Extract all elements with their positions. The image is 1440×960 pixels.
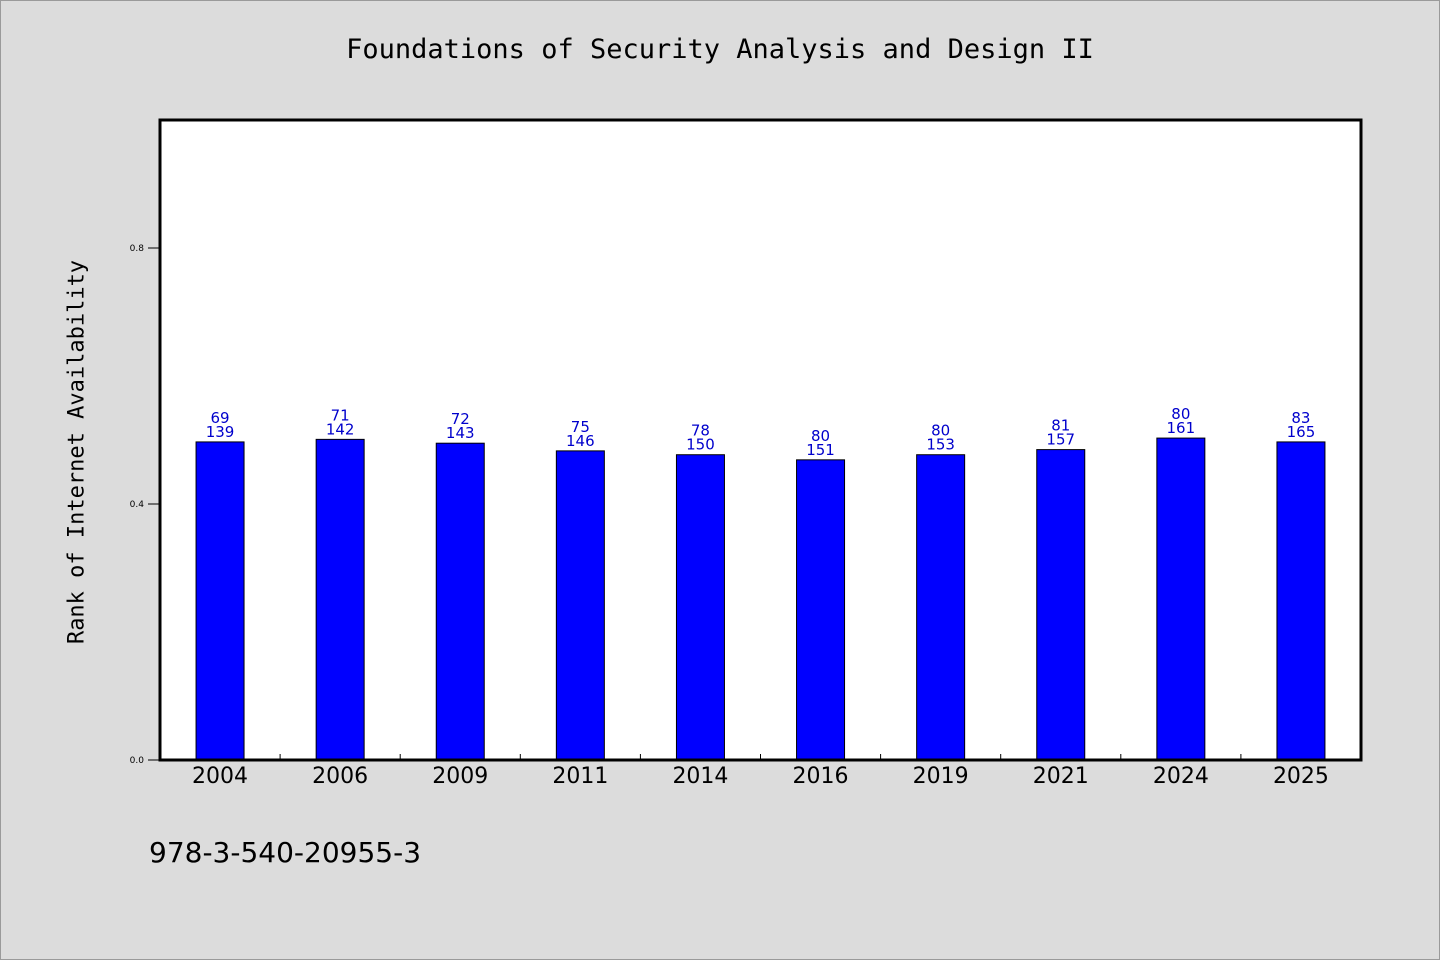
data-label: 139 [206, 423, 235, 441]
bar [796, 459, 846, 761]
bar [555, 450, 605, 761]
data-label: 69 [211, 409, 230, 427]
x-tick-label: 2011 [552, 764, 608, 789]
data-label: 75 [571, 418, 590, 436]
bar [195, 441, 245, 761]
data-label: 80 [931, 422, 950, 440]
bar [916, 454, 966, 761]
x-tick-label: 2004 [192, 764, 248, 789]
data-label: 72 [451, 410, 470, 428]
x-tick-label: 2025 [1273, 764, 1329, 789]
data-label: 150 [686, 436, 715, 454]
y-tick-label: 0.0 [130, 756, 145, 766]
data-label: 83 [1291, 409, 1310, 427]
y-tick-label: 0.4 [130, 500, 145, 510]
y-axis-ticks: 0.0 0.4 0.8 [130, 244, 160, 766]
x-tick-label: 2021 [1033, 764, 1089, 789]
bar [1036, 449, 1086, 761]
data-label: 157 [1046, 431, 1075, 449]
data-label: 153 [926, 436, 955, 454]
plot-frame [158, 118, 1363, 762]
data-label: 81 [1051, 417, 1070, 435]
y-tick-label: 0.8 [130, 244, 145, 254]
data-label: 165 [1287, 423, 1316, 441]
bars-group [195, 437, 1326, 761]
data-label: 151 [806, 441, 835, 459]
bar [315, 438, 365, 761]
data-label: 78 [691, 422, 710, 440]
data-label: 146 [566, 432, 595, 450]
x-tick-label: 2009 [432, 764, 488, 789]
bar [675, 454, 725, 761]
x-axis-ticks: 2004 2006 2009 2011 2014 2016 2019 2021 2024 2025 [192, 754, 1329, 789]
bar [1156, 437, 1206, 761]
data-label: 80 [1171, 405, 1190, 423]
x-tick-label: 2014 [672, 764, 728, 789]
data-label: 143 [446, 424, 475, 442]
isbn-text: 978-3-540-20955-3 [149, 836, 422, 869]
data-label: 80 [811, 427, 830, 445]
bar [435, 442, 485, 761]
x-tick-label: 2019 [913, 764, 969, 789]
data-label: 71 [331, 406, 350, 424]
bar [1276, 441, 1326, 761]
x-tick-label: 2016 [793, 764, 849, 789]
data-label: 142 [326, 420, 355, 438]
data-label: 161 [1167, 419, 1196, 437]
chart-title: Foundations of Security Analysis and Des… [346, 34, 1094, 65]
x-tick-label: 2024 [1153, 764, 1209, 789]
x-tick-label: 2006 [312, 764, 368, 789]
